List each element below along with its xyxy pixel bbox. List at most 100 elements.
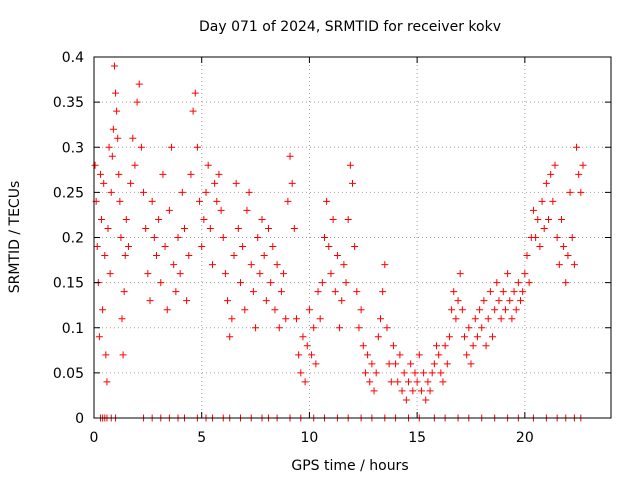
data-point (564, 252, 572, 260)
data-point (116, 197, 124, 205)
data-point (331, 288, 339, 296)
data-point (140, 188, 148, 196)
data-point (504, 270, 512, 278)
data-point (234, 224, 242, 232)
data-point (437, 369, 445, 377)
data-point (191, 89, 199, 97)
y-tick-label: 0.1 (62, 321, 84, 337)
data-point (308, 351, 316, 359)
data-point (495, 297, 503, 305)
data-point (301, 378, 309, 386)
data-point (579, 161, 587, 169)
data-point (566, 188, 574, 196)
data-point (114, 134, 122, 142)
data-point (254, 234, 262, 241)
data-point (127, 179, 135, 187)
data-point (115, 170, 123, 178)
data-point (137, 143, 145, 151)
data-point (402, 396, 410, 404)
data-point (547, 170, 555, 178)
data-point (262, 297, 270, 305)
data-point (484, 315, 492, 323)
data-point (146, 297, 154, 305)
data-point (514, 279, 522, 287)
data-point (320, 234, 328, 241)
data-point (124, 243, 132, 251)
data-point (193, 143, 201, 151)
data-point (443, 360, 451, 368)
data-point (465, 324, 473, 332)
data-point (506, 297, 514, 305)
data-point (133, 98, 141, 106)
data-point (387, 378, 395, 386)
data-point (198, 243, 206, 251)
data-point (249, 288, 257, 296)
data-point (120, 288, 128, 296)
data-point (413, 378, 421, 386)
data-point (295, 351, 303, 359)
data-point (377, 315, 385, 323)
data-point (288, 179, 296, 187)
data-point (473, 333, 481, 341)
data-point (532, 234, 540, 241)
data-point (96, 170, 104, 178)
data-point (368, 360, 376, 368)
data-point (389, 342, 397, 350)
y-tick-label: 0.05 (53, 366, 84, 382)
data-point (252, 324, 260, 332)
x-tick-label: 20 (516, 430, 534, 446)
data-point (101, 252, 109, 260)
data-point (267, 279, 275, 287)
data-point (555, 261, 563, 269)
data-point (491, 306, 499, 314)
data-point (463, 351, 471, 359)
data-point (476, 306, 484, 314)
data-point (100, 179, 108, 187)
data-point (562, 279, 570, 287)
data-point (519, 288, 527, 296)
data-point (245, 188, 253, 196)
data-point (155, 215, 163, 223)
data-point (318, 279, 326, 287)
data-point (286, 152, 294, 160)
data-point (415, 351, 423, 359)
data-point (224, 297, 232, 305)
data-point (538, 197, 546, 205)
data-point (297, 369, 305, 377)
y-tick-label: 0.2 (62, 231, 84, 247)
data-point (426, 387, 434, 395)
data-point (458, 306, 466, 314)
data-point (344, 215, 352, 223)
data-point (540, 224, 548, 232)
data-point (456, 270, 464, 278)
data-point (411, 369, 419, 377)
data-point (346, 161, 354, 169)
data-point (95, 333, 103, 341)
data-point (553, 234, 561, 241)
data-point (338, 297, 346, 305)
data-point (243, 206, 251, 214)
data-point (119, 351, 127, 359)
data-point (183, 297, 191, 305)
data-point (187, 170, 195, 178)
x-axis-label: GPS time / hours (291, 458, 408, 474)
data-point (314, 288, 322, 296)
data-markers (91, 62, 587, 422)
data-point (109, 125, 117, 133)
data-point (204, 161, 212, 169)
data-point (441, 342, 449, 350)
data-point (178, 188, 186, 196)
data-point (91, 161, 99, 169)
data-point (305, 306, 313, 314)
data-point (467, 360, 475, 368)
data-point (200, 215, 208, 223)
y-axis: 0 0.05 0.1 0.15 0.2 0.25 0.3 0.35 0.4 (53, 50, 611, 427)
data-point (172, 288, 180, 296)
data-point (102, 351, 110, 359)
data-point (150, 234, 158, 241)
data-point (93, 243, 101, 251)
data-point (422, 396, 430, 404)
data-point (534, 215, 542, 223)
data-point (104, 224, 112, 232)
